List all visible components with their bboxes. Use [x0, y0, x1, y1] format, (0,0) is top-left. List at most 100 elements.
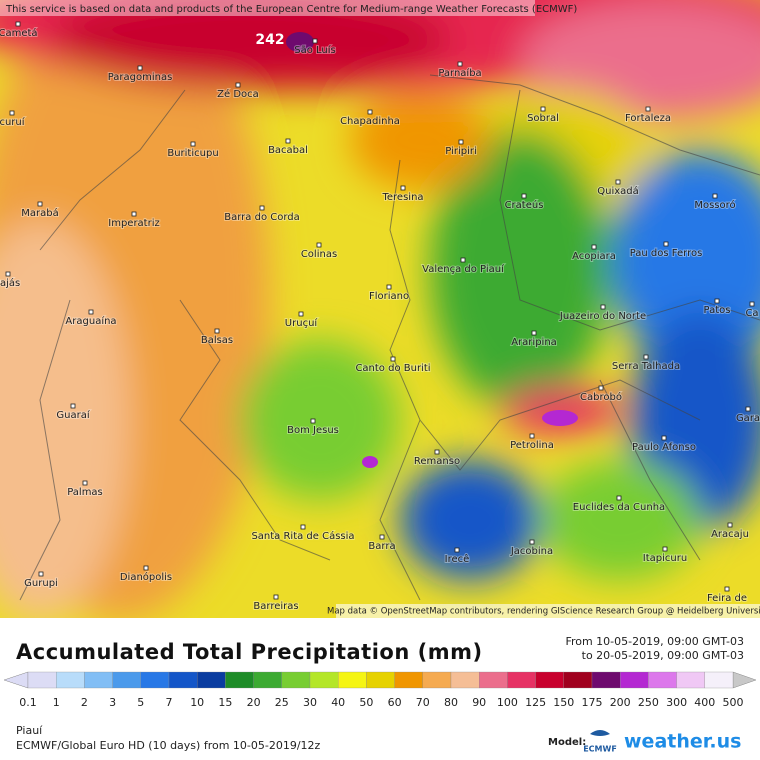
bar-label: 80 — [444, 696, 458, 709]
bar-label: 90 — [472, 696, 486, 709]
attribution: This service is based on data and produc… — [5, 4, 577, 15]
city-marker — [598, 385, 604, 391]
max-label: 242 — [255, 32, 284, 48]
city-marker — [137, 65, 143, 71]
city-marker — [645, 106, 651, 112]
city-marker — [662, 546, 668, 552]
city-marker — [643, 354, 649, 360]
city-marker — [600, 304, 606, 310]
bar-label: 2 — [81, 696, 88, 709]
bar-segment — [507, 671, 536, 689]
city-marker — [259, 205, 265, 211]
city-marker — [529, 433, 535, 439]
bar-label: 1 — [53, 696, 60, 709]
bar-label: 50 — [359, 696, 373, 709]
city-marker — [379, 534, 385, 540]
city-marker — [285, 138, 291, 144]
city-label: Colinas — [301, 249, 337, 260]
bar-segment — [84, 671, 113, 689]
city-marker — [273, 594, 279, 600]
city-label: Bom Jesus — [287, 425, 339, 436]
bar-segment — [422, 671, 452, 689]
city-label: Cabrobó — [580, 391, 622, 403]
credits: Map data © OpenStreetMap contributors, r… — [327, 607, 760, 617]
city-label: Uruçuí — [285, 317, 319, 329]
city-label: Balsas — [201, 335, 233, 346]
brand: weather.us — [624, 731, 741, 753]
bar-label: 3 — [109, 696, 116, 709]
date-to: to 20-05-2019, 09:00 GMT-03 — [582, 649, 744, 662]
city-label: Irecê — [445, 553, 470, 565]
city-label: Fortaleza — [625, 113, 671, 124]
city-marker — [15, 21, 21, 27]
city-label: Chapadinha — [340, 116, 400, 127]
city-marker — [531, 330, 537, 336]
bar-label: 70 — [416, 696, 430, 709]
city-label: Piripiri — [445, 146, 477, 157]
city-label: Crateús — [505, 199, 544, 211]
city-marker — [298, 311, 304, 317]
city-label: Gara — [736, 413, 760, 424]
city-marker — [540, 106, 546, 112]
bar-segment — [338, 671, 367, 689]
date-from: From 10-05-2019, 09:00 GMT-03 — [565, 635, 744, 648]
city-label: Euclides da Cunha — [573, 502, 665, 513]
city-marker — [190, 141, 196, 147]
bar-label: 400 — [694, 696, 715, 709]
city-label: Bacabal — [268, 145, 308, 156]
bar-segment — [309, 671, 339, 689]
city-label: Paulo Afonso — [632, 442, 696, 453]
city-label: Araguaína — [65, 315, 116, 327]
map: This service is based on data and produc… — [0, 0, 760, 618]
bar-label: 5 — [137, 696, 144, 709]
city-label: Acopiara — [572, 251, 616, 262]
city-marker — [615, 179, 621, 185]
city-marker — [316, 242, 322, 248]
city-label: Buriticupu — [167, 148, 218, 159]
city-label: rajás — [0, 277, 20, 289]
city-label: Canto do Buriti — [355, 363, 430, 374]
city-marker — [616, 495, 622, 501]
bar-segment — [591, 671, 621, 689]
bar-arrow-right — [732, 671, 757, 689]
bar-label: 125 — [525, 696, 546, 709]
model-run: ECMWF/Global Euro HD (10 days) from 10-0… — [16, 739, 321, 752]
bar-segment — [620, 671, 649, 689]
city-marker — [521, 193, 527, 199]
city-label: Araripina — [511, 337, 557, 348]
city-marker — [714, 298, 720, 304]
bar-label: 175 — [582, 696, 603, 709]
city-label: Mossoró — [694, 199, 735, 211]
city-marker — [745, 406, 751, 412]
city-label: Marabá — [21, 207, 58, 219]
city-marker — [312, 38, 318, 44]
city-label: Ca — [745, 308, 758, 319]
bar-label: 250 — [638, 696, 659, 709]
city-label: Aracaju — [711, 529, 749, 540]
bar-arrow-left — [3, 671, 29, 689]
bar-segment — [450, 671, 480, 689]
bar-label: 150 — [553, 696, 574, 709]
city-marker — [591, 244, 597, 250]
city-marker — [88, 309, 94, 315]
ecmwf-logo — [590, 730, 610, 736]
city-label: Parnaíba — [438, 67, 481, 79]
bar-segment — [366, 671, 395, 689]
city-marker — [749, 301, 755, 307]
city-labels: Cametá São Luís Paragominas Parnaíba Zé Doca… — [0, 21, 760, 613]
city-marker — [661, 435, 667, 441]
city-label: Imperatriz — [108, 218, 160, 229]
model-label: Model: — [548, 737, 586, 748]
bar-segment — [140, 671, 170, 689]
city-label: Juazeiro do Norte — [559, 311, 646, 322]
city-label: Pau dos Ferros — [630, 248, 703, 259]
city-label: Valença do Piauí — [422, 263, 505, 275]
city-label: Dianópolis — [120, 571, 172, 583]
bar-label: 300 — [666, 696, 687, 709]
city-label: curuí — [0, 116, 26, 128]
bar-label: 25 — [275, 696, 289, 709]
city-label: Paragominas — [108, 72, 173, 83]
city-marker — [214, 328, 220, 334]
bar-segment — [197, 671, 226, 689]
